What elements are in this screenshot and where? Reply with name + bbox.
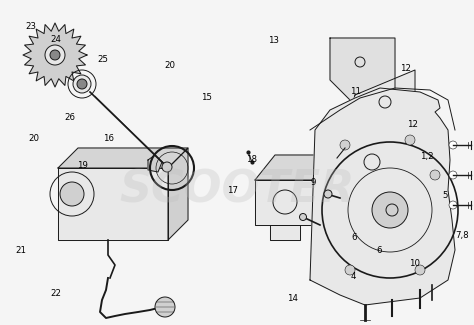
Text: 24: 24 [50,34,62,44]
Circle shape [60,182,84,206]
Text: 17: 17 [227,186,238,195]
Text: 23: 23 [25,22,36,31]
Text: SCOOTER: SCOOTER [119,168,355,212]
Circle shape [372,192,408,228]
Circle shape [324,190,332,198]
Circle shape [162,162,172,172]
Polygon shape [310,88,455,305]
Polygon shape [23,23,87,87]
Text: 26: 26 [64,112,76,122]
Text: 14: 14 [287,294,299,303]
Circle shape [449,201,457,209]
Polygon shape [168,148,188,240]
Text: 13: 13 [268,36,280,45]
Circle shape [345,265,355,275]
Polygon shape [148,155,162,172]
Text: 9: 9 [310,177,316,187]
Text: 10: 10 [409,259,420,268]
Text: 11: 11 [350,86,361,96]
Circle shape [155,297,175,317]
Circle shape [45,45,65,65]
Circle shape [50,50,60,60]
Text: 6: 6 [352,233,357,242]
Text: 21: 21 [15,246,26,255]
Polygon shape [270,225,300,240]
Circle shape [415,265,425,275]
Text: 5: 5 [443,190,448,200]
Text: 18: 18 [246,155,257,164]
Polygon shape [330,38,395,105]
Text: 25: 25 [98,55,109,64]
Polygon shape [315,155,335,225]
Text: 12: 12 [400,64,411,73]
Text: 16: 16 [102,134,114,143]
Text: 15: 15 [201,93,212,102]
Polygon shape [255,180,315,225]
Polygon shape [340,130,415,210]
Circle shape [449,141,457,149]
Circle shape [340,140,350,150]
Text: 19: 19 [78,161,88,170]
Polygon shape [58,168,168,240]
Polygon shape [255,155,335,180]
Text: 20: 20 [164,60,175,70]
Text: 1,2: 1,2 [420,151,433,161]
Ellipse shape [73,75,91,93]
Circle shape [405,135,415,145]
Text: 6: 6 [376,246,382,255]
Circle shape [430,170,440,180]
Text: 4: 4 [350,272,356,281]
Polygon shape [58,148,188,168]
Circle shape [449,171,457,179]
Circle shape [300,214,307,220]
Polygon shape [345,70,415,140]
Circle shape [77,79,87,89]
Text: 12: 12 [407,120,418,129]
Text: 20: 20 [28,134,40,143]
Text: 7,8: 7,8 [456,231,469,240]
Polygon shape [362,175,418,250]
Text: 22: 22 [50,289,62,298]
